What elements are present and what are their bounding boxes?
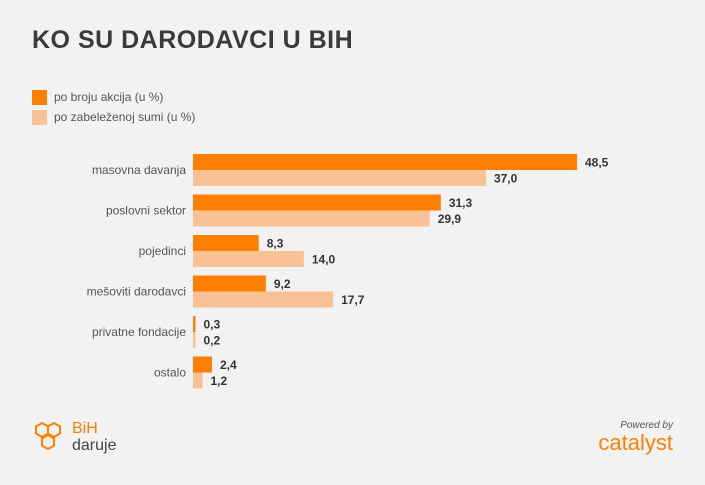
legend-swatch-secondary — [32, 109, 47, 125]
data-label: 0,3 — [204, 318, 221, 332]
chart-title: KO SU DARODAVCI U BIH — [32, 26, 354, 54]
bar-primary — [193, 275, 266, 292]
data-label: 17,7 — [341, 293, 365, 307]
data-label: 1,2 — [211, 374, 228, 388]
category-label: ostalo — [154, 366, 186, 380]
bar-primary — [193, 194, 441, 211]
bar-secondary — [193, 251, 304, 267]
data-label: 8,3 — [267, 237, 284, 251]
category-label: mešoviti darodavci — [87, 285, 186, 299]
powered-by-text: Powered by — [620, 420, 673, 431]
data-label: 29,9 — [438, 212, 462, 226]
data-label: 48,5 — [585, 156, 609, 170]
legend-item-secondary: po zabeleženoj sumi (u %) — [32, 108, 195, 126]
legend: po broju akcija (u %) po zabeleženoj sum… — [32, 88, 195, 128]
data-label: 0,2 — [204, 334, 221, 348]
legend-item-primary: po broju akcija (u %) — [32, 88, 195, 106]
bar-primary — [193, 154, 577, 170]
data-label: 31,3 — [449, 196, 473, 210]
category-label: pojedinci — [139, 244, 186, 258]
data-label: 9,2 — [274, 277, 291, 291]
catalyst-text: catalyst — [598, 430, 673, 455]
bar-secondary — [193, 372, 203, 389]
logo-daruje-text: daruje — [72, 437, 117, 454]
category-label: poslovni sektor — [106, 204, 186, 218]
category-label: privatne fondacije — [92, 325, 186, 339]
bar-secondary — [193, 210, 430, 227]
bar-primary — [193, 235, 259, 251]
bar-primary — [193, 356, 213, 373]
hexagon-cluster-icon — [35, 421, 61, 451]
bar-secondary — [193, 170, 486, 186]
bar-primary — [193, 316, 196, 332]
data-label: 2,4 — [220, 358, 237, 372]
data-label: 37,0 — [494, 172, 518, 186]
legend-label-primary: po broju akcija (u %) — [54, 90, 164, 104]
bar-secondary — [193, 291, 334, 308]
logo-bih-text: BiH — [72, 420, 98, 437]
legend-swatch-primary — [32, 89, 47, 105]
data-label: 14,0 — [312, 253, 336, 267]
category-label: masovna davanja — [92, 163, 186, 177]
catalyst-logo: Powered by catalyst — [598, 420, 673, 455]
bar-secondary — [193, 332, 196, 348]
bih-daruje-logo: BiH daruje — [32, 420, 116, 454]
bar-chart: masovna davanja 48,5 37,0 poslovni sektor 31… — [87, 154, 609, 389]
legend-label-secondary: po zabeleženoj sumi (u %) — [54, 110, 196, 124]
